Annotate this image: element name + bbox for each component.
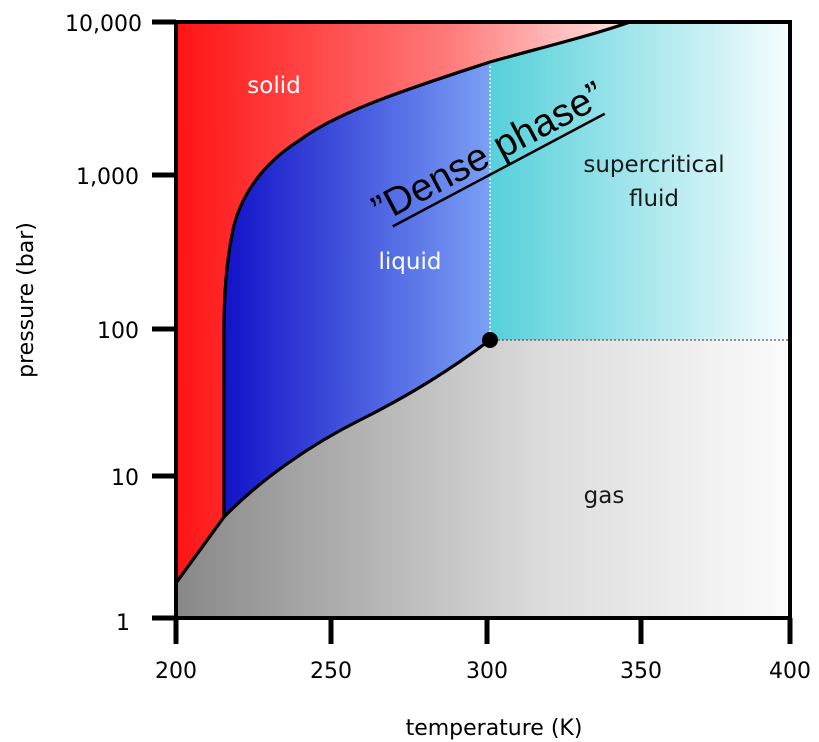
gas-region (176, 340, 790, 618)
x-tick-label: 350 (620, 659, 662, 684)
y-tick-label: 100 (97, 319, 139, 344)
gas-label: gas (584, 483, 625, 509)
critical-point (482, 332, 498, 348)
supercritical-label: supercritical (583, 152, 724, 178)
liquid-label: liquid (379, 249, 442, 275)
y-axis-title: pressure (bar) (14, 222, 39, 378)
solid-label: solid (247, 73, 300, 99)
x-ticks (173, 618, 793, 644)
plot-frame (174, 20, 792, 620)
fluid-label: fluid (629, 186, 679, 212)
y-ticks (152, 19, 176, 621)
x-tick-label: 200 (155, 659, 197, 684)
y-tick-label: 10,000 (65, 12, 142, 37)
x-tick-label: 300 (466, 659, 508, 684)
x-tick-label: 400 (769, 659, 811, 684)
y-tick-label: 1,000 (76, 165, 139, 190)
sublimation-curve (174, 516, 226, 584)
vaporization-curve (222, 338, 491, 519)
solid-region (176, 22, 630, 583)
liquid-region (224, 62, 490, 517)
y-tick-label: 1 (116, 611, 130, 636)
melting-curve (222, 20, 631, 517)
dense-phase-underline (392, 112, 606, 228)
supercritical-region (490, 22, 790, 340)
y-tick-label: 10 (111, 466, 139, 491)
x-axis-title: temperature (K) (406, 716, 583, 741)
x-tick-label: 250 (310, 659, 352, 684)
